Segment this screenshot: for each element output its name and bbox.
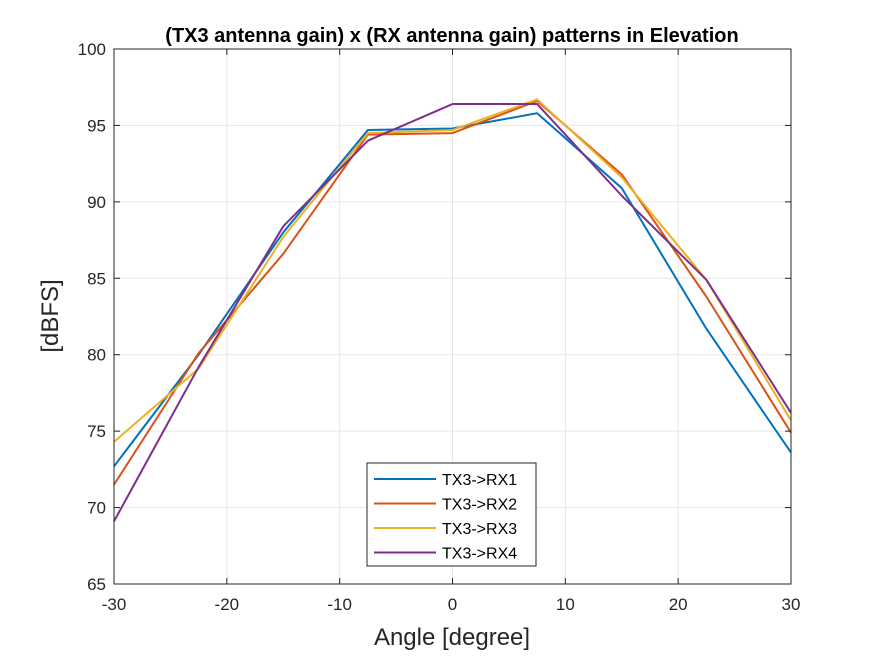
x-tick-label: -10 xyxy=(327,595,352,614)
y-tick-label: 100 xyxy=(78,40,106,59)
ticks: -30 -20 -10 0 10 20 30 65 70 75 80 85 90 95 100 xyxy=(78,40,801,614)
legend-label-2: TX3->RX2 xyxy=(442,497,517,514)
y-tick-label: 70 xyxy=(87,499,106,518)
x-tick-label: 30 xyxy=(782,595,801,614)
series-line-4 xyxy=(113,103,792,522)
grid xyxy=(114,49,791,584)
y-tick-label: 85 xyxy=(87,269,106,288)
series-lines xyxy=(113,98,792,522)
y-tick-label: 75 xyxy=(87,422,106,441)
legend-label-1: TX3->RX1 xyxy=(442,472,517,489)
x-tick-label: -30 xyxy=(102,595,127,614)
legend-label-4: TX3->RX4 xyxy=(442,546,517,563)
y-axis-label: [dBFS] xyxy=(37,279,64,352)
y-tick-label: 95 xyxy=(87,116,106,135)
x-tick-label: 0 xyxy=(448,595,457,614)
x-tick-label: -20 xyxy=(215,595,240,614)
legend-label-3: TX3->RX3 xyxy=(442,521,517,538)
series-line-1 xyxy=(113,112,792,467)
series-line-3 xyxy=(113,98,792,443)
y-tick-label: 65 xyxy=(87,575,106,594)
chart-title: (TX3 antenna gain) x (RX antenna gain) p… xyxy=(165,25,738,47)
x-tick-label: 10 xyxy=(556,595,575,614)
y-tick-label: 80 xyxy=(87,346,106,365)
x-tick-label: 20 xyxy=(669,595,688,614)
legend: TX3->RX1 TX3->RX2 TX3->RX3 TX3->RX4 xyxy=(366,462,537,567)
legend-box xyxy=(366,462,537,567)
x-axis-label: Angle [degree] xyxy=(374,624,530,651)
y-tick-label: 90 xyxy=(87,193,106,212)
